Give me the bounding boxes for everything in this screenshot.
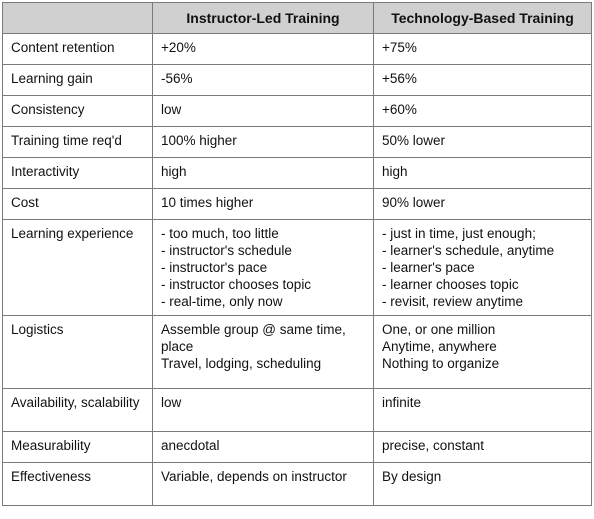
technology-cell-line: - learner's pace [382, 260, 475, 275]
instructor-cell-line: anecdotal [161, 438, 220, 453]
technology-cell-line: - revisit, review anytime [382, 294, 524, 309]
table-row: Measurability anecdotal precise, constant [2, 431, 592, 463]
instructor-cell-line: Travel, lodging, scheduling [161, 356, 322, 371]
instructor-cell: anecdotal [152, 431, 374, 463]
instructor-cell-line: Assemble group @ same time, place [161, 322, 346, 354]
technology-cell: precise, constant [373, 431, 592, 463]
technology-cell: One, or one million Anytime, anywhere Noth… [373, 315, 592, 389]
header-corner-cell [2, 2, 153, 34]
technology-cell-line: +60% [382, 102, 417, 117]
header-technology-based: Technology-Based Training [373, 2, 592, 34]
row-label: Learning gain [2, 64, 153, 96]
technology-cell: high [373, 157, 592, 189]
technology-cell: infinite [373, 388, 592, 432]
technology-cell-line: - learner's schedule, anytime [382, 243, 555, 258]
instructor-cell: low [152, 388, 374, 432]
row-label: Consistency [2, 95, 153, 127]
table-row: Logistics Assemble group @ same time, pla… [2, 315, 592, 389]
row-label: Measurability [2, 431, 153, 463]
technology-cell-line: high [382, 164, 408, 179]
instructor-cell-line: - instructor chooses topic [161, 277, 312, 292]
technology-cell-line: +56% [382, 71, 417, 86]
instructor-cell: high [152, 157, 374, 189]
technology-cell: 50% lower [373, 126, 592, 158]
instructor-cell-line: Variable, depends on instructor [161, 469, 347, 484]
table-row: Training time req'd 100% higher 50% lower [2, 126, 592, 158]
instructor-cell: 100% higher [152, 126, 374, 158]
technology-cell-line: +75% [382, 40, 417, 55]
instructor-cell-line: high [161, 164, 187, 179]
instructor-cell: -56% [152, 64, 374, 96]
instructor-cell-line: - too much, too little [161, 226, 279, 241]
instructor-cell-line: +20% [161, 40, 196, 55]
technology-cell-line: Nothing to organize [382, 356, 500, 371]
technology-cell-line: infinite [382, 395, 422, 410]
table-row: Availability, scalability low infinite [2, 388, 592, 432]
instructor-cell: +20% [152, 33, 374, 65]
table-row: Consistency low +60% [2, 95, 592, 127]
row-label: Logistics [2, 315, 153, 389]
table-row: Cost 10 times higher 90% lower [2, 188, 592, 220]
instructor-cell-line: 100% higher [161, 133, 237, 148]
row-label: Learning experience [2, 219, 153, 316]
technology-cell-line: 90% lower [382, 195, 446, 210]
row-label: Availability, scalability [2, 388, 153, 432]
header-row: Instructor-Led Training Technology-Based… [2, 2, 592, 34]
technology-cell-line: 50% lower [382, 133, 446, 148]
technology-cell-line: - just in time, just enough; [382, 226, 536, 241]
technology-cell: +56% [373, 64, 592, 96]
technology-cell-line: - learner chooses topic [382, 277, 519, 292]
technology-cell: By design [373, 462, 592, 506]
instructor-cell: Variable, depends on instructor [152, 462, 374, 506]
technology-cell: - just in time, just enough; - learner's … [373, 219, 592, 316]
instructor-cell-line: - real-time, only now [161, 294, 283, 309]
row-label: Training time req'd [2, 126, 153, 158]
table-row: Effectiveness Variable, depends on instru… [2, 462, 592, 506]
instructor-cell-line: - instructor's schedule [161, 243, 292, 258]
row-label: Content retention [2, 33, 153, 65]
technology-cell-line: One, or one million [382, 322, 496, 337]
instructor-cell-line: low [161, 102, 182, 117]
instructor-cell-line: - instructor's pace [161, 260, 268, 275]
table-row: Learning gain -56% +56% [2, 64, 592, 96]
instructor-cell-line: 10 times higher [161, 195, 254, 210]
technology-cell-line: precise, constant [382, 438, 485, 453]
technology-cell: 90% lower [373, 188, 592, 220]
row-label: Effectiveness [2, 462, 153, 506]
technology-cell: +60% [373, 95, 592, 127]
instructor-cell: - too much, too little - instructor's sch… [152, 219, 374, 316]
table-row: Learning experience - too much, too littl… [2, 219, 592, 316]
table-body: Content retention +20% +75% Learning gain -5… [2, 33, 592, 506]
table-row: Interactivity high high [2, 157, 592, 189]
comparison-table: Instructor-Led Training Technology-Based… [2, 2, 592, 506]
header-instructor-led: Instructor-Led Training [152, 2, 374, 34]
instructor-cell: 10 times higher [152, 188, 374, 220]
table-row: Content retention +20% +75% [2, 33, 592, 65]
instructor-cell: Assemble group @ same time, place Travel,… [152, 315, 374, 389]
technology-cell-line: Anytime, anywhere [382, 339, 497, 354]
instructor-cell-line: -56% [161, 71, 193, 86]
instructor-cell-line: low [161, 395, 182, 410]
row-label: Interactivity [2, 157, 153, 189]
row-label: Cost [2, 188, 153, 220]
instructor-cell: low [152, 95, 374, 127]
technology-cell-line: By design [382, 469, 442, 484]
technology-cell: +75% [373, 33, 592, 65]
